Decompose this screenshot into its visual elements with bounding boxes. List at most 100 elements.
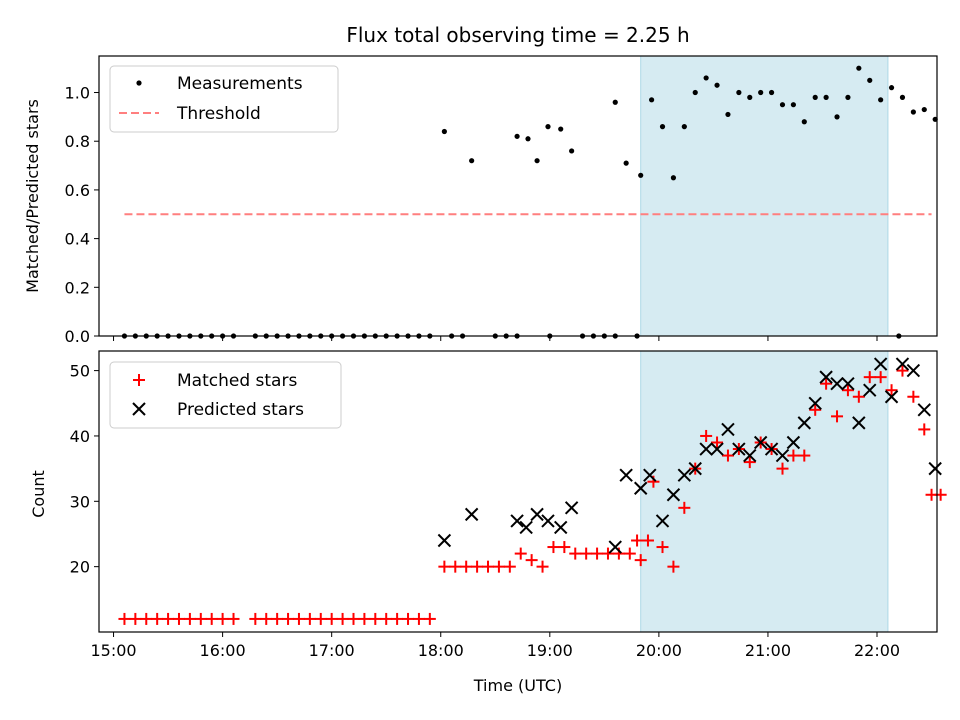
legend-label-threshold: Threshold	[176, 104, 261, 124]
matched-stars-point	[743, 456, 756, 469]
matched-stars-point	[809, 403, 822, 416]
measurements-point	[659, 124, 666, 130]
measurements-point	[888, 85, 895, 91]
matched-stars-point	[292, 612, 305, 625]
matched-stars-point	[678, 501, 691, 514]
bottom-panel-frame	[98, 350, 938, 633]
predicted-stars-point	[895, 357, 910, 371]
predicted-stars-point	[699, 442, 713, 456]
predicted-stars-point	[884, 390, 899, 404]
bottom-y-tick-label: 40	[70, 427, 90, 446]
legend-label-measurements: Measurements	[177, 74, 303, 94]
matched-stars-point	[536, 560, 549, 573]
predicted-stars-point	[541, 514, 555, 528]
predicted-stars-point	[666, 488, 681, 502]
matched-stars-point	[907, 390, 920, 403]
bottom-y-axis-label: Count	[29, 470, 48, 518]
legend-marker-predicted-stars	[132, 402, 146, 416]
matched-stars-point	[282, 612, 295, 625]
measurements-point	[703, 75, 709, 81]
measurements-point	[514, 133, 520, 139]
matched-stars-point	[776, 462, 789, 475]
matched-stars-point	[183, 612, 196, 625]
predicted-stars-point	[775, 448, 790, 463]
bottom-x-tick-label: 18:00	[418, 641, 464, 660]
matched-stars-point	[438, 560, 451, 573]
bottom-observing-window	[640, 350, 889, 633]
predicted-stars-point	[530, 507, 544, 522]
top-y-axis-label: Matched/Predicted stars	[23, 99, 42, 293]
predicted-stars-point	[841, 376, 855, 391]
matched-stars-point	[711, 436, 724, 449]
matched-stars-point	[591, 547, 604, 560]
legend-label-matched-stars: Matched stars	[177, 371, 297, 391]
matched-stars-point	[303, 612, 316, 625]
bottom-x-tick-label: 21:00	[745, 641, 791, 660]
predicted-stars-point	[764, 442, 779, 456]
matched-stars-point	[129, 612, 142, 625]
matched-stars-point	[249, 612, 262, 625]
measurements-point	[670, 175, 677, 181]
measurements-point	[801, 119, 807, 125]
predicted-stars-point	[819, 370, 833, 384]
matched-stars-point	[503, 560, 516, 573]
matched-stars-point	[358, 612, 371, 625]
matched-stars-point	[874, 371, 887, 384]
matched-stars-point	[216, 612, 229, 625]
matched-stars-point	[641, 534, 654, 547]
measurements-point	[649, 97, 655, 103]
predicted-stars-point	[808, 396, 822, 410]
measurements-point	[779, 102, 786, 108]
bottom-y-tick-label: 20	[70, 558, 90, 577]
matched-stars-point	[325, 612, 338, 625]
predicted-stars-point	[917, 403, 931, 417]
matched-stars-point	[391, 612, 404, 625]
bottom-legend: Matched stars Predicted stars	[109, 361, 342, 429]
matched-stars-point	[380, 612, 393, 625]
matched-stars-point	[471, 560, 484, 573]
predicted-stars-point	[721, 422, 735, 437]
measurements-point	[910, 109, 916, 115]
measurements-point	[525, 136, 531, 142]
matched-stars-point	[634, 554, 647, 567]
matched-stars-point	[863, 371, 876, 384]
measurements-point	[725, 111, 731, 118]
matched-stars-point	[798, 449, 811, 462]
predicted-stars-point	[519, 520, 533, 535]
measurements-point	[441, 128, 447, 135]
matched-stars-point	[492, 560, 505, 573]
measurements-point	[867, 77, 873, 83]
predicted-stars-point	[633, 481, 648, 495]
measurements-point	[638, 172, 644, 178]
measurements-point	[878, 97, 884, 103]
measurements-point	[545, 124, 551, 130]
measurements-point	[469, 158, 475, 164]
measurements-point	[768, 89, 775, 96]
measurements-point	[758, 89, 764, 96]
measurements-point	[812, 94, 818, 100]
top-y-tick-label: 0.6	[65, 181, 90, 200]
matched-stars-point	[580, 547, 593, 560]
matched-stars-point	[260, 612, 273, 625]
matched-stars-point	[402, 612, 415, 625]
matched-stars-point	[700, 429, 713, 442]
legend-marker-matched-stars	[133, 374, 145, 386]
matched-stars-point	[423, 612, 436, 625]
matched-stars-point	[631, 534, 644, 547]
predicted-stars-point	[797, 416, 812, 430]
bottom-x-tick-label: 16:00	[200, 641, 246, 660]
top-legend: Measurements Threshold	[109, 65, 339, 133]
predicted-stars-point	[732, 442, 746, 456]
predicted-stars-point	[643, 468, 657, 482]
measurements-point	[736, 89, 742, 96]
matched-stars-point	[547, 541, 560, 554]
matched-stars-point	[347, 612, 360, 625]
predicted-stars-point	[437, 533, 452, 548]
matched-stars-point	[205, 612, 218, 625]
predicted-stars-point	[786, 435, 801, 450]
predicted-stars-point	[928, 461, 942, 476]
bottom-x-tick-label: 20:00	[636, 641, 682, 660]
measurements-point	[612, 99, 618, 105]
bottom-y-tick-label: 50	[70, 362, 90, 381]
predicted-stars-point	[464, 507, 479, 522]
